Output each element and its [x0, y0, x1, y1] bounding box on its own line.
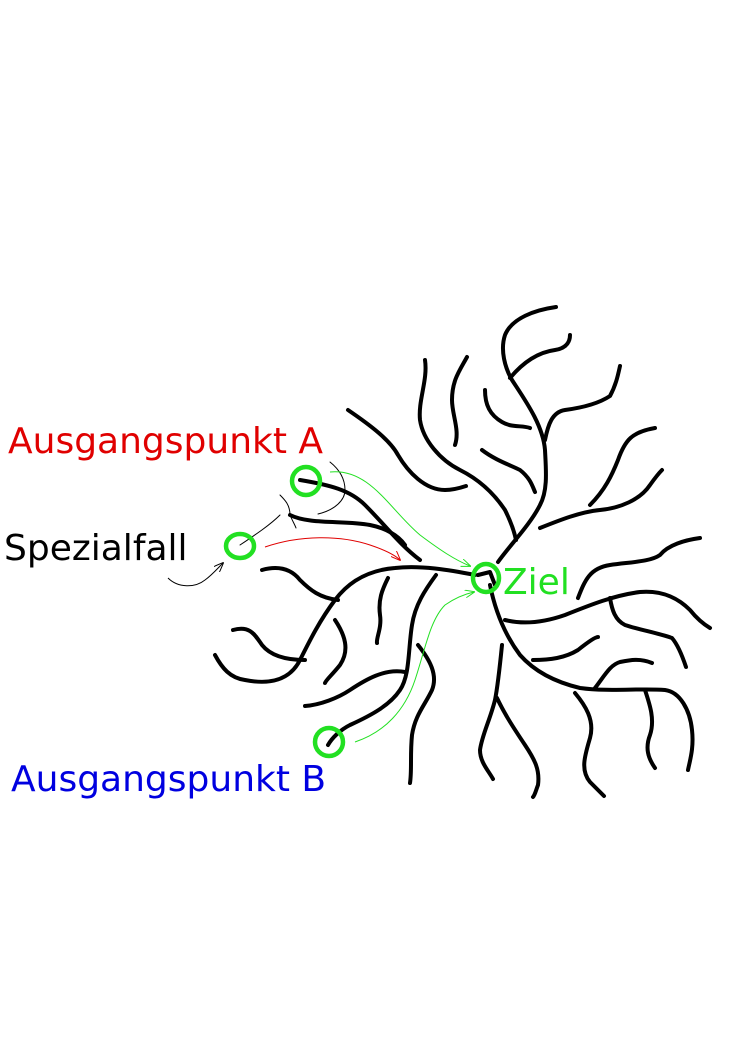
branch-upper-twig-b	[480, 448, 537, 494]
branch-right-c	[608, 596, 688, 669]
branch-center-knot	[476, 570, 497, 587]
branch-left-trunk	[213, 565, 477, 684]
branch-upper-left	[346, 408, 468, 492]
sketch-line-a2	[317, 461, 346, 515]
markers	[223, 464, 502, 759]
branch-lower-left	[326, 573, 438, 747]
branch-lower-right-c	[573, 691, 606, 798]
marker-start-b	[312, 725, 346, 759]
branch-right-a	[576, 536, 702, 600]
arrow-a-to-goal	[329, 471, 470, 566]
branch-upper-right-a	[543, 364, 622, 442]
branch-lower-center	[478, 643, 504, 781]
branch-left-twig-c	[374, 576, 390, 645]
branch-lower-trunk	[488, 583, 695, 772]
branch-upper-mid-twig	[450, 355, 469, 447]
label-goal: Ziel	[503, 562, 570, 603]
arrows	[167, 471, 474, 743]
marker-special	[223, 531, 257, 561]
arrow-label-to-special	[167, 563, 223, 587]
branch-lower-left-b	[408, 643, 437, 785]
branch-lower-right-b	[643, 688, 657, 770]
marker-goal	[470, 561, 502, 595]
branch-left-twig-b	[323, 618, 348, 685]
label-special: Spezialfall	[4, 528, 188, 569]
labels: Ausgangspunkt A Spezialfall Ziel Ausgang…	[4, 421, 570, 800]
arrow-b-to-goal	[354, 592, 474, 743]
marker-start-a	[289, 464, 323, 498]
branch-left-small	[260, 566, 340, 602]
branch-upper-mid	[417, 358, 518, 542]
branch-lower-left-twig	[303, 669, 407, 708]
arrow-special-to-center	[264, 537, 400, 560]
branch-right-d	[531, 635, 600, 662]
branch-upper-right-b	[538, 468, 664, 530]
branch-right-b	[503, 589, 712, 630]
branch-upper-right-c	[588, 426, 657, 507]
branch-lower-center-twig	[495, 696, 541, 799]
label-start-a: Ausgangspunkt A	[8, 421, 323, 462]
branch-left-twig-a	[231, 626, 307, 662]
branch-upper-twig-right	[508, 333, 572, 380]
sketch-line-a1	[279, 494, 297, 529]
branch-upper-center	[483, 388, 532, 430]
branch-left-upper	[288, 513, 407, 547]
branch-lower-right-a	[593, 657, 654, 690]
sketch-line-a3	[239, 514, 281, 546]
label-start-b: Ausgangspunkt B	[11, 759, 326, 800]
dendrite-tree	[213, 305, 712, 799]
branch-upper-trunk	[496, 305, 558, 564]
